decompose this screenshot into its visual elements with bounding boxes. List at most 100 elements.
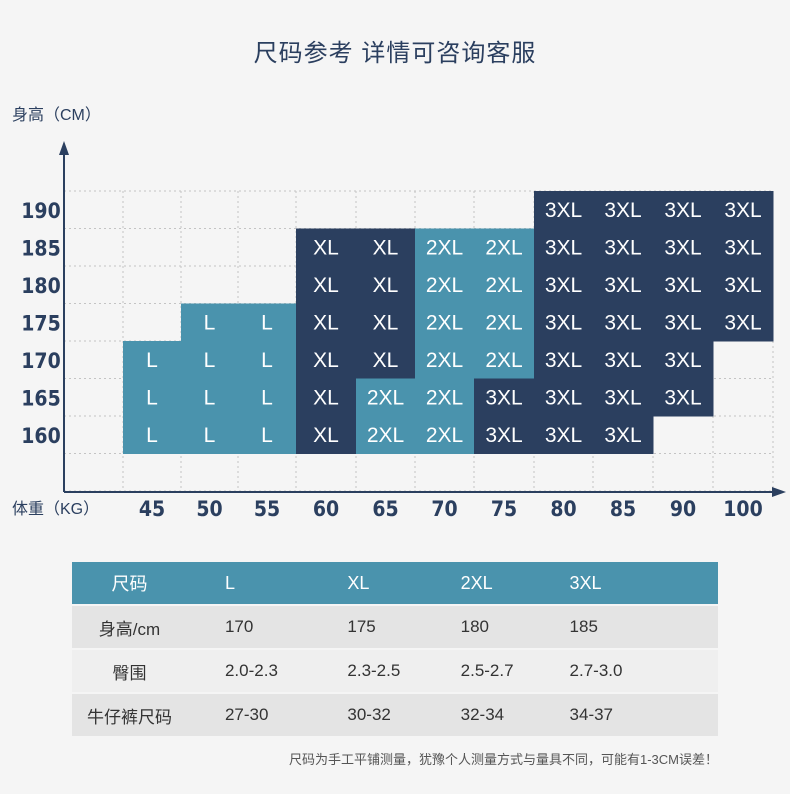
size-cell-3xl xyxy=(534,191,594,229)
size-cell-xl xyxy=(296,341,357,379)
x-tick-label: 85 xyxy=(610,497,636,521)
size-cell-3xl xyxy=(653,341,714,379)
size-cell-label: 3XL xyxy=(545,424,582,447)
x-tick-label: 50 xyxy=(196,497,222,521)
size-cell-l xyxy=(238,416,297,454)
table-cell: 2.0-2.3 xyxy=(186,648,336,693)
size-cell-label: L xyxy=(204,386,216,409)
size-cell-label: 3XL xyxy=(545,236,582,259)
size-cell-label: 3XL xyxy=(724,311,761,334)
size-cell-label: L xyxy=(261,424,273,447)
size-cell-label: 3XL xyxy=(664,236,701,259)
table-cell: 2.7-3.0 xyxy=(569,648,718,693)
size-cell-3xl xyxy=(593,378,654,417)
size-cell-3xl xyxy=(534,416,594,454)
table-cell: 27-30 xyxy=(186,692,336,736)
size-cell-2xl xyxy=(415,228,475,267)
size-cell-3xl xyxy=(534,228,594,267)
size-cell-label: 3XL xyxy=(604,311,641,334)
table-cell: 2.3-2.5 xyxy=(335,648,457,693)
size-cell-label: 2XL xyxy=(485,311,522,334)
size-cell-label: 2XL xyxy=(426,424,463,447)
size-cell-xl xyxy=(296,378,357,417)
size-cell-xl xyxy=(296,416,357,454)
x-tick-label: 80 xyxy=(550,497,576,521)
size-cell-3xl xyxy=(534,341,594,379)
y-axis-arrow xyxy=(59,141,69,155)
table-row: 牛仔裤尺码 27-30 30-32 32-34 34-37 xyxy=(72,692,718,736)
size-cell-label: XL xyxy=(313,311,339,334)
table-row: 臀围 2.0-2.3 2.3-2.5 2.5-2.7 2.7-3.0 xyxy=(72,648,718,693)
x-tick-label: 60 xyxy=(313,497,339,521)
size-cell-xl xyxy=(356,303,416,342)
size-cell-label: 3XL xyxy=(545,199,582,222)
x-tick-label: 90 xyxy=(670,497,696,521)
size-cell-label: 3XL xyxy=(485,424,522,447)
size-cell-label: 2XL xyxy=(426,311,463,334)
size-cell-label: 2XL xyxy=(367,424,404,447)
size-cell-label: 2XL xyxy=(485,274,522,297)
y-tick-label: 190 xyxy=(21,199,60,223)
size-cell-xl xyxy=(296,303,357,342)
x-tick-label: 55 xyxy=(254,497,280,521)
size-cell-label: 3XL xyxy=(604,386,641,409)
size-cell-label: L xyxy=(146,349,158,372)
size-cell-2xl xyxy=(415,303,475,342)
size-cell-3xl xyxy=(653,266,714,304)
size-cell-label: XL xyxy=(313,424,339,447)
size-cell-3xl xyxy=(713,303,774,342)
x-axis-arrow xyxy=(772,487,786,497)
size-cell-2xl xyxy=(415,266,475,304)
size-cell-3xl xyxy=(474,378,535,417)
size-cell-label: 2XL xyxy=(485,236,522,259)
size-cell-3xl xyxy=(653,378,714,417)
size-cell-l xyxy=(123,416,182,454)
size-cell-label: L xyxy=(261,349,273,372)
size-cell-label: L xyxy=(146,386,158,409)
size-cell-label: 2XL xyxy=(426,386,463,409)
size-cell-l xyxy=(123,341,182,379)
size-cell-l xyxy=(181,341,239,379)
size-cell-xl xyxy=(356,266,416,304)
size-cell-3xl xyxy=(593,303,654,342)
size-cell-label: L xyxy=(204,349,216,372)
size-heatmap-chart: 3XL 3XL 3XL 3XL XL XL 2XL 2XL 3XL 3XL 3XL 3XL XL XL 2X… xyxy=(12,106,786,521)
size-cell-label: 3XL xyxy=(545,349,582,372)
size-cell-2xl xyxy=(356,378,416,417)
size-cell-label: 3XL xyxy=(485,386,522,409)
size-cell-label: XL xyxy=(373,349,399,372)
size-cell-label: L xyxy=(204,424,216,447)
size-cell-label: 3XL xyxy=(664,349,701,372)
size-cell-3xl xyxy=(593,228,654,267)
size-cell-label: XL xyxy=(313,349,339,372)
size-cell-label: 3XL xyxy=(604,199,641,222)
size-cell-label: 3XL xyxy=(664,199,701,222)
size-cell-3xl xyxy=(534,266,594,304)
size-cell-label: 3XL xyxy=(604,236,641,259)
size-cell-label: 3XL xyxy=(664,386,701,409)
size-cell-2xl xyxy=(415,378,475,417)
row-label: 身高/cm xyxy=(72,604,187,649)
size-cell-2xl xyxy=(474,228,535,267)
size-cell-l xyxy=(181,416,239,454)
size-cell-2xl xyxy=(356,416,416,454)
x-tick-label: 45 xyxy=(139,497,165,521)
size-cell-l xyxy=(238,378,297,417)
table-cell: 30-32 xyxy=(335,692,457,736)
size-cell-label: XL xyxy=(373,311,399,334)
x-tick-label: 100 xyxy=(723,497,762,521)
size-cell-l xyxy=(238,341,297,379)
row-label: 牛仔裤尺码 xyxy=(72,692,187,736)
header-cell: 尺码 xyxy=(72,562,187,605)
header-cell: 3XL xyxy=(569,562,718,605)
y-tick-label: 175 xyxy=(21,311,60,335)
x-tick-label: 65 xyxy=(372,497,398,521)
tick-labels: 190 185 180 175 170 165 160 45 50 55 60 65 70 75 80 85 9… xyxy=(21,199,762,521)
y-tick-label: 170 xyxy=(21,349,60,373)
size-cell-label: 3XL xyxy=(664,274,701,297)
size-cell-label: XL xyxy=(313,274,339,297)
size-cell-label: XL xyxy=(373,274,399,297)
page-title: 尺码参考 详情可咨询客服 xyxy=(253,40,537,67)
table-cell: 185 xyxy=(569,604,718,649)
